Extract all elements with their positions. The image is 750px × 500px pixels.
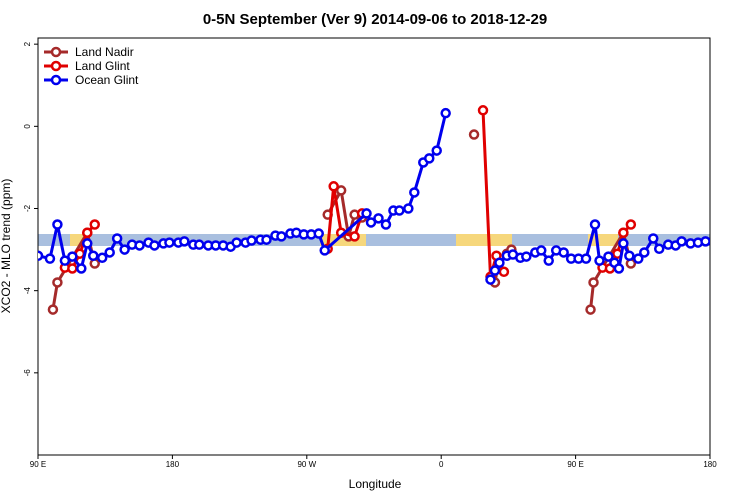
point xyxy=(328,181,339,192)
point xyxy=(52,277,63,288)
point xyxy=(380,219,392,230)
point xyxy=(409,187,420,198)
point xyxy=(653,243,665,255)
point xyxy=(88,250,99,261)
point xyxy=(349,231,360,242)
y-axis-label: XCO2 - MLO trend (ppm) xyxy=(0,179,13,314)
point xyxy=(431,145,442,156)
point xyxy=(365,217,377,228)
point xyxy=(67,263,78,274)
point xyxy=(67,251,78,262)
y-tick-label: 0 xyxy=(23,124,32,129)
plot-area xyxy=(38,105,710,315)
point xyxy=(82,238,93,249)
point xyxy=(594,255,605,266)
x-tick-label: 0 xyxy=(439,460,444,469)
point xyxy=(47,304,59,315)
point xyxy=(313,228,324,239)
point xyxy=(44,253,56,264)
point xyxy=(335,185,347,196)
point xyxy=(261,234,272,245)
x-tick-label: 90 E xyxy=(30,460,46,469)
legend-label: Land Nadir xyxy=(75,45,134,59)
chart-title: 0-5N September (Ver 9) 2014-09-06 to 201… xyxy=(203,11,547,28)
legend-marker xyxy=(50,74,62,86)
point xyxy=(82,227,93,238)
x-tick-label: 90 E xyxy=(567,460,583,469)
legend-label: Ocean Glint xyxy=(75,73,139,87)
plot-frame xyxy=(37,37,711,456)
point xyxy=(319,245,330,256)
y-tick-label: -2 xyxy=(23,204,32,212)
point xyxy=(394,205,405,216)
legend-marker xyxy=(50,60,62,72)
point xyxy=(633,253,644,264)
point xyxy=(76,263,87,274)
legend-marker xyxy=(50,46,62,58)
point xyxy=(52,219,63,230)
point xyxy=(96,252,108,264)
point xyxy=(361,208,372,219)
x-tick-label: 180 xyxy=(166,460,180,469)
point xyxy=(231,237,242,248)
point xyxy=(603,251,614,262)
x-axis-label: Longitude xyxy=(349,477,402,491)
band-land xyxy=(456,234,512,246)
x-tick-label: 90 W xyxy=(297,460,316,469)
point xyxy=(588,277,599,288)
point xyxy=(498,266,510,278)
point xyxy=(485,274,496,285)
point xyxy=(618,227,629,238)
point xyxy=(403,203,414,214)
point xyxy=(89,219,100,230)
point xyxy=(625,219,637,230)
point xyxy=(373,213,384,224)
y-tick-label: -4 xyxy=(23,287,32,295)
point xyxy=(639,247,650,258)
point xyxy=(648,233,659,244)
point xyxy=(624,250,635,261)
point xyxy=(246,235,257,246)
point xyxy=(424,153,435,164)
point xyxy=(194,239,205,250)
x-tick-label: 180 xyxy=(703,460,717,469)
point xyxy=(119,244,130,255)
y-tick-label: -6 xyxy=(23,369,32,377)
legend-label: Land Glint xyxy=(75,59,130,73)
point xyxy=(38,250,44,261)
point xyxy=(618,238,629,249)
point xyxy=(558,247,569,258)
point xyxy=(580,253,592,264)
point xyxy=(700,236,710,247)
point xyxy=(521,251,532,262)
y-tick-label: 2 xyxy=(23,41,32,46)
point xyxy=(536,245,547,256)
point xyxy=(134,240,145,251)
point xyxy=(494,257,505,268)
point xyxy=(585,304,596,315)
point xyxy=(164,237,175,248)
point xyxy=(104,247,115,258)
point xyxy=(149,240,160,251)
point xyxy=(179,236,190,247)
point xyxy=(59,255,71,266)
point xyxy=(489,265,501,276)
point xyxy=(613,263,625,274)
point xyxy=(676,236,687,247)
point xyxy=(111,233,123,244)
point xyxy=(276,231,287,242)
point xyxy=(477,105,489,116)
point xyxy=(468,129,480,140)
point xyxy=(440,107,451,119)
point xyxy=(543,255,554,266)
point xyxy=(589,219,601,230)
